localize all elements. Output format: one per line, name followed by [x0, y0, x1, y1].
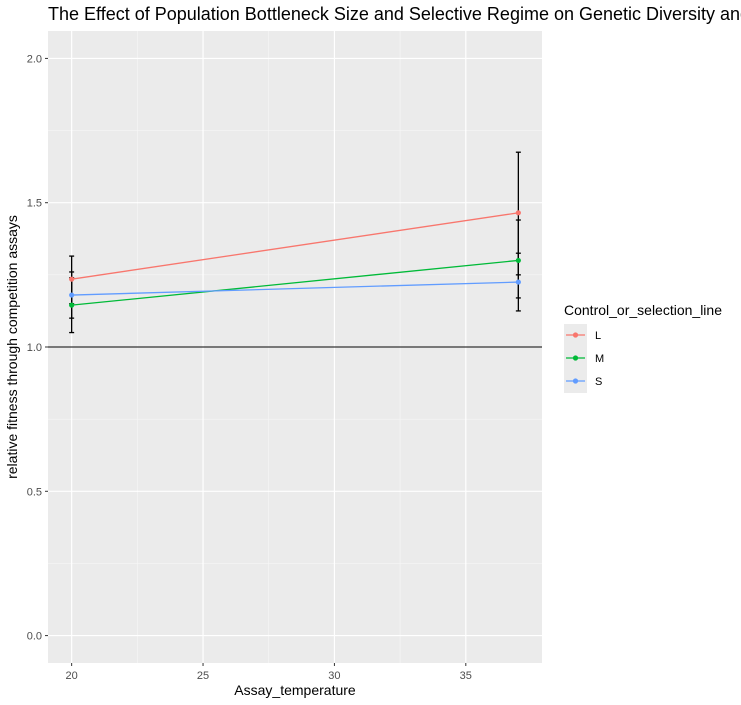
series-line-L: [71, 212, 519, 280]
x-axis: 20 25 30 35: [66, 663, 472, 682]
data-points: [69, 210, 521, 308]
series-line-S: [71, 281, 519, 296]
x-tick-label: 35: [460, 670, 472, 682]
x-tick-label: 30: [328, 670, 340, 682]
legend-label-L: L: [595, 330, 601, 342]
data-point-S: [515, 279, 521, 285]
series-line-M: [71, 259, 519, 306]
y-tick-label: 0.5: [27, 486, 42, 498]
legend-title: Control_or_selection_line: [564, 302, 722, 318]
legend-key-point-L: [572, 332, 579, 338]
series-lines: [71, 212, 519, 306]
y-tick-label: 1.5: [27, 198, 42, 210]
legend: Control_or_selection_line LMS: [564, 302, 722, 393]
y-tick-label: 1.0: [27, 342, 42, 354]
x-tick-label: 25: [197, 670, 209, 682]
data-point-L: [69, 276, 75, 282]
data-point-L: [515, 210, 521, 216]
x-axis-title: Assay_temperature: [234, 682, 356, 698]
legend-key-point-M: [572, 355, 579, 361]
data-point-S: [69, 292, 75, 298]
y-axis-title: relative fitness through competition ass…: [4, 215, 20, 479]
data-point-M: [69, 302, 75, 308]
legend-label-M: M: [595, 353, 604, 365]
data-point-M: [515, 257, 521, 264]
y-tick-label: 2.0: [27, 53, 42, 65]
x-tick-label: 20: [66, 670, 78, 682]
legend-label-S: S: [595, 376, 602, 388]
legend-key-point-S: [572, 378, 579, 384]
y-tick-label: 0.0: [27, 631, 42, 643]
chart-title: The Effect of Population Bottleneck Size…: [48, 4, 741, 24]
y-axis: 0.0 0.5 1.0 1.5 2.0: [27, 53, 48, 643]
